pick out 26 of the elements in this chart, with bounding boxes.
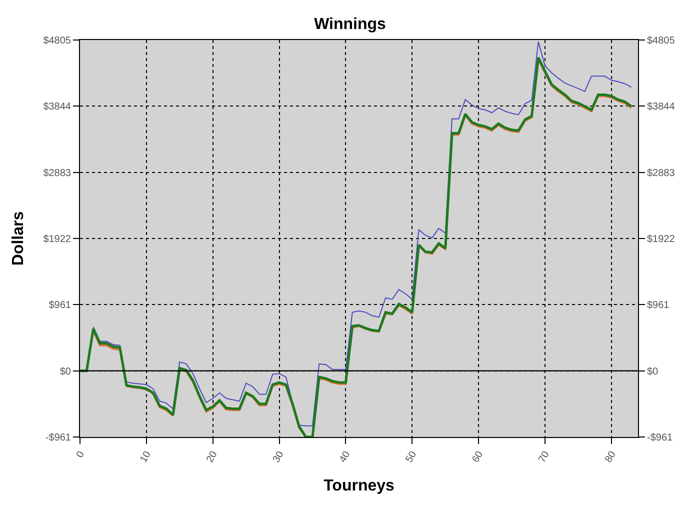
x-tick-label: 0	[74, 449, 88, 460]
chart-title: Winnings	[314, 16, 386, 33]
y-tick-label: $3844	[43, 102, 72, 113]
y2-tick-label: $2883	[647, 168, 676, 179]
y2-tick-label: $0	[647, 366, 659, 378]
x-tick-label: 70	[536, 449, 552, 465]
x-tick-label: 80	[603, 449, 619, 465]
y-tick-label: -$961	[45, 432, 72, 444]
y2-tick-label: $4805	[647, 36, 676, 46]
y-tick-label: $2883	[43, 168, 72, 179]
y2-tick-label: -$961	[647, 432, 674, 444]
y-tick-label: $4805	[43, 36, 72, 46]
x-tick-label: 50	[404, 449, 420, 465]
x-tick-label: 60	[470, 449, 486, 465]
y-tick-label: $961	[48, 300, 72, 312]
y-tick-label: $1922	[43, 234, 72, 245]
x-tick-label: 10	[138, 449, 154, 465]
x-axis-title: Tourneys	[324, 477, 395, 494]
y2-tick-label: $961	[647, 300, 670, 312]
x-tick-label: 30	[271, 449, 286, 465]
x-tick-label: 40	[338, 449, 353, 465]
x-tick-label: 20	[204, 449, 220, 465]
y-tick-label: $0	[60, 366, 72, 378]
y2-tick-label: $3844	[647, 102, 676, 113]
y2-tick-label: $1922	[647, 234, 676, 245]
y-axis-title: Dollars	[10, 211, 28, 266]
